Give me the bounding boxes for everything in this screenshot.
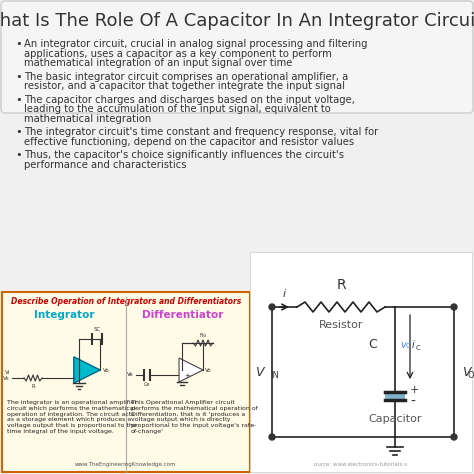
Text: v: v <box>400 339 406 349</box>
Text: Ce: Ce <box>144 382 150 387</box>
Text: Integrator: Integrator <box>34 310 94 320</box>
Text: Vi: Vi <box>5 370 10 374</box>
Text: i: i <box>283 289 285 299</box>
Polygon shape <box>74 357 100 383</box>
Text: applications, uses a capacitor as a key component to perform: applications, uses a capacitor as a key … <box>24 48 332 58</box>
Text: mathematical integration of an input signal over time: mathematical integration of an input sig… <box>24 58 292 68</box>
Text: R: R <box>31 384 35 389</box>
Text: What Is The Role Of A Capacitor In An Integrator Circuit?: What Is The Role Of A Capacitor In An In… <box>0 12 474 30</box>
Text: IN: IN <box>270 372 279 381</box>
Text: An integrator circuit, crucial in analog signal processing and filtering: An integrator circuit, crucial in analog… <box>24 39 367 49</box>
Text: V: V <box>462 365 471 379</box>
FancyBboxPatch shape <box>1 1 473 113</box>
Text: Thus, the capacitor's choice significantly influences the circuit's: Thus, the capacitor's choice significant… <box>24 150 344 160</box>
Text: +: + <box>184 373 190 379</box>
Circle shape <box>269 434 275 440</box>
Text: Resistor: Resistor <box>319 320 363 330</box>
Text: •: • <box>15 127 22 137</box>
Circle shape <box>451 434 457 440</box>
Text: Flo: Flo <box>200 333 207 338</box>
Text: Describe Operation of Integrators and Differentiators: Describe Operation of Integrators and Di… <box>11 297 241 306</box>
FancyBboxPatch shape <box>250 252 472 472</box>
Text: Differentiator: Differentiator <box>142 310 224 320</box>
Text: Capacitor: Capacitor <box>368 414 422 424</box>
Text: V: V <box>255 365 264 379</box>
Text: •: • <box>15 72 22 82</box>
Circle shape <box>269 304 275 310</box>
Text: resistor, and a capacitor that together integrate the input signal: resistor, and a capacitor that together … <box>24 81 345 91</box>
Text: effective functioning, depend on the capacitor and resistor values: effective functioning, depend on the cap… <box>24 137 354 146</box>
Text: •: • <box>15 150 22 160</box>
Text: i: i <box>412 339 415 349</box>
Text: performance and characteristics: performance and characteristics <box>24 159 186 170</box>
Text: This Operational Amplifier circuit
performs the mathematical operation of
Differ: This Operational Amplifier circuit perfo… <box>131 400 258 434</box>
Text: +: + <box>410 385 419 395</box>
Text: Vo: Vo <box>103 367 110 373</box>
FancyBboxPatch shape <box>2 292 250 472</box>
Text: •: • <box>15 94 22 104</box>
Text: The integrator circuit's time constant and frequency response, vital for: The integrator circuit's time constant a… <box>24 127 378 137</box>
Text: Ve: Ve <box>127 373 134 377</box>
Text: SC: SC <box>93 327 100 332</box>
Text: ource: www.electronics-tutorials.v: ource: www.electronics-tutorials.v <box>314 462 408 467</box>
Text: Vs: Vs <box>3 375 10 381</box>
Text: leading to the accumulation of the input signal, equivalent to: leading to the accumulation of the input… <box>24 104 331 114</box>
Text: mathematical integration: mathematical integration <box>24 113 151 124</box>
Text: Vo: Vo <box>205 367 212 373</box>
Text: The capacitor charges and discharges based on the input voltage,: The capacitor charges and discharges bas… <box>24 94 355 104</box>
Text: C: C <box>369 338 377 351</box>
Text: C: C <box>416 345 421 350</box>
Text: www.TheEngineeringKnowledge.com: www.TheEngineeringKnowledge.com <box>75 462 177 467</box>
Circle shape <box>451 304 457 310</box>
Text: OUT: OUT <box>468 372 474 381</box>
Text: R: R <box>336 278 346 292</box>
Text: -: - <box>410 395 415 409</box>
Text: The integrator is an operational amplifier
circuit which performs the mathematic: The integrator is an operational amplifi… <box>7 400 137 434</box>
Bar <box>385 392 405 400</box>
Text: C: C <box>406 344 411 349</box>
Text: •: • <box>15 39 22 49</box>
Polygon shape <box>179 358 203 382</box>
Text: The basic integrator circuit comprises an operational amplifier, a: The basic integrator circuit comprises a… <box>24 72 348 82</box>
